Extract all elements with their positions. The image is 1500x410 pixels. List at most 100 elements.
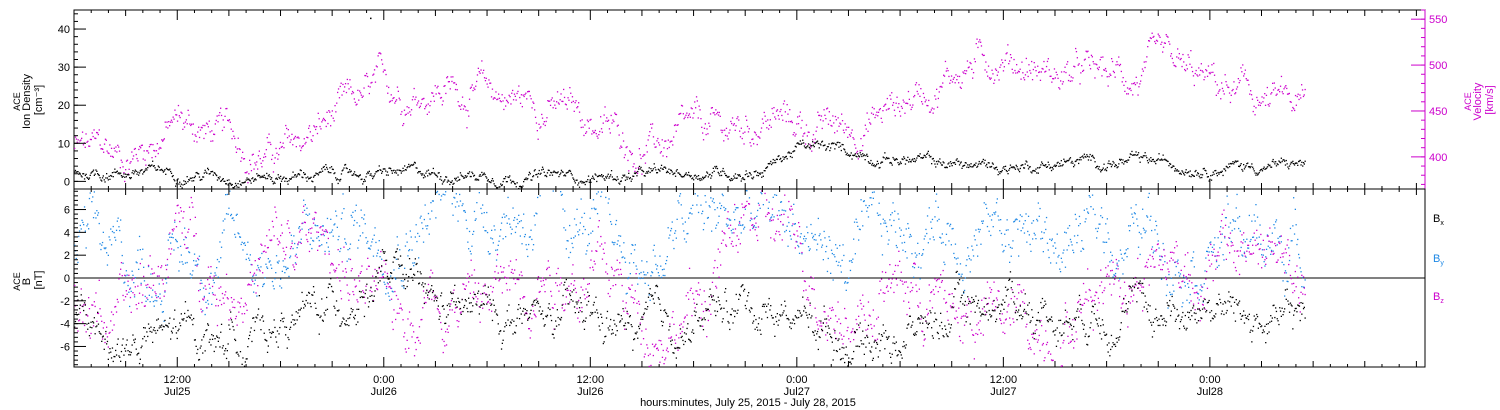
data-point <box>277 262 279 264</box>
data-point <box>189 177 191 179</box>
data-point <box>687 114 690 117</box>
data-point <box>929 111 932 113</box>
data-point <box>285 177 287 180</box>
data-point <box>709 125 711 127</box>
data-point <box>475 218 477 220</box>
data-point <box>1257 99 1259 101</box>
data-point <box>494 185 496 187</box>
data-point <box>1250 90 1252 92</box>
data-point <box>561 193 563 196</box>
data-point <box>543 171 545 173</box>
data-point <box>1241 71 1243 73</box>
data-point <box>1133 222 1135 224</box>
data-point <box>873 108 875 110</box>
data-point <box>542 123 545 125</box>
data-point <box>512 207 514 209</box>
data-point <box>757 135 759 138</box>
data-point <box>908 161 910 163</box>
data-point <box>943 162 945 164</box>
data-point <box>88 228 90 230</box>
data-point <box>661 269 664 271</box>
data-point <box>184 243 186 246</box>
data-point <box>552 107 554 109</box>
data-point <box>448 81 450 83</box>
data-point <box>465 176 467 178</box>
data-point <box>216 179 219 181</box>
data-point <box>987 65 990 67</box>
data-point <box>402 280 404 282</box>
data-point <box>171 175 173 178</box>
data-point <box>670 227 673 230</box>
data-point <box>1097 168 1099 170</box>
data-point <box>528 171 531 173</box>
data-point <box>1265 256 1267 258</box>
data-point <box>295 263 297 265</box>
data-point <box>113 324 115 326</box>
data-point <box>617 124 619 126</box>
data-point <box>1011 68 1013 70</box>
data-point <box>1161 256 1163 258</box>
data-point <box>1243 168 1246 170</box>
data-point <box>1069 157 1072 159</box>
data-point <box>335 267 338 269</box>
data-point <box>1085 156 1087 158</box>
data-point <box>1277 163 1279 166</box>
data-point <box>790 238 792 240</box>
data-point <box>954 82 956 84</box>
data-point <box>1128 230 1131 232</box>
data-point <box>416 167 418 169</box>
data-point <box>617 240 619 242</box>
data-point <box>1174 65 1176 67</box>
data-point <box>466 175 468 177</box>
data-point <box>1143 61 1145 63</box>
data-point <box>1119 278 1121 280</box>
data-point <box>124 173 127 175</box>
data-point <box>686 112 688 114</box>
data-point <box>413 331 415 333</box>
data-point <box>229 190 231 192</box>
data-point <box>1118 163 1120 165</box>
data-point <box>436 295 438 297</box>
data-point <box>790 120 793 122</box>
data-point <box>955 74 957 76</box>
data-point <box>172 116 174 118</box>
data-point <box>665 263 667 265</box>
data-point <box>1015 164 1017 166</box>
data-point <box>1194 72 1196 75</box>
data-point <box>646 171 648 173</box>
data-point <box>293 137 296 139</box>
data-point <box>192 270 194 272</box>
data-point <box>1137 154 1139 156</box>
data-point <box>1185 277 1187 279</box>
data-point <box>230 184 233 186</box>
data-point <box>949 82 951 84</box>
data-point <box>946 223 948 225</box>
data-point <box>587 120 589 123</box>
data-point <box>298 241 300 243</box>
data-point <box>399 170 402 172</box>
data-point <box>87 140 89 142</box>
data-point <box>846 282 848 284</box>
data-point <box>1216 84 1218 86</box>
data-point <box>422 173 424 175</box>
data-point <box>1086 208 1088 210</box>
data-point <box>183 211 185 213</box>
data-point <box>117 144 119 146</box>
data-point <box>447 331 449 333</box>
data-point <box>216 258 219 261</box>
data-point <box>879 108 881 110</box>
data-point <box>698 105 700 107</box>
data-point <box>1304 88 1306 91</box>
data-point <box>515 259 517 261</box>
data-point <box>94 173 96 175</box>
data-point <box>1108 75 1110 78</box>
data-point <box>337 249 339 251</box>
data-point <box>1091 194 1094 196</box>
data-point <box>1086 51 1088 53</box>
data-point <box>1284 295 1286 297</box>
data-point <box>1013 166 1015 168</box>
data-point <box>1151 159 1154 161</box>
data-point <box>1037 65 1039 67</box>
data-point <box>751 177 753 179</box>
data-point <box>1055 165 1057 168</box>
